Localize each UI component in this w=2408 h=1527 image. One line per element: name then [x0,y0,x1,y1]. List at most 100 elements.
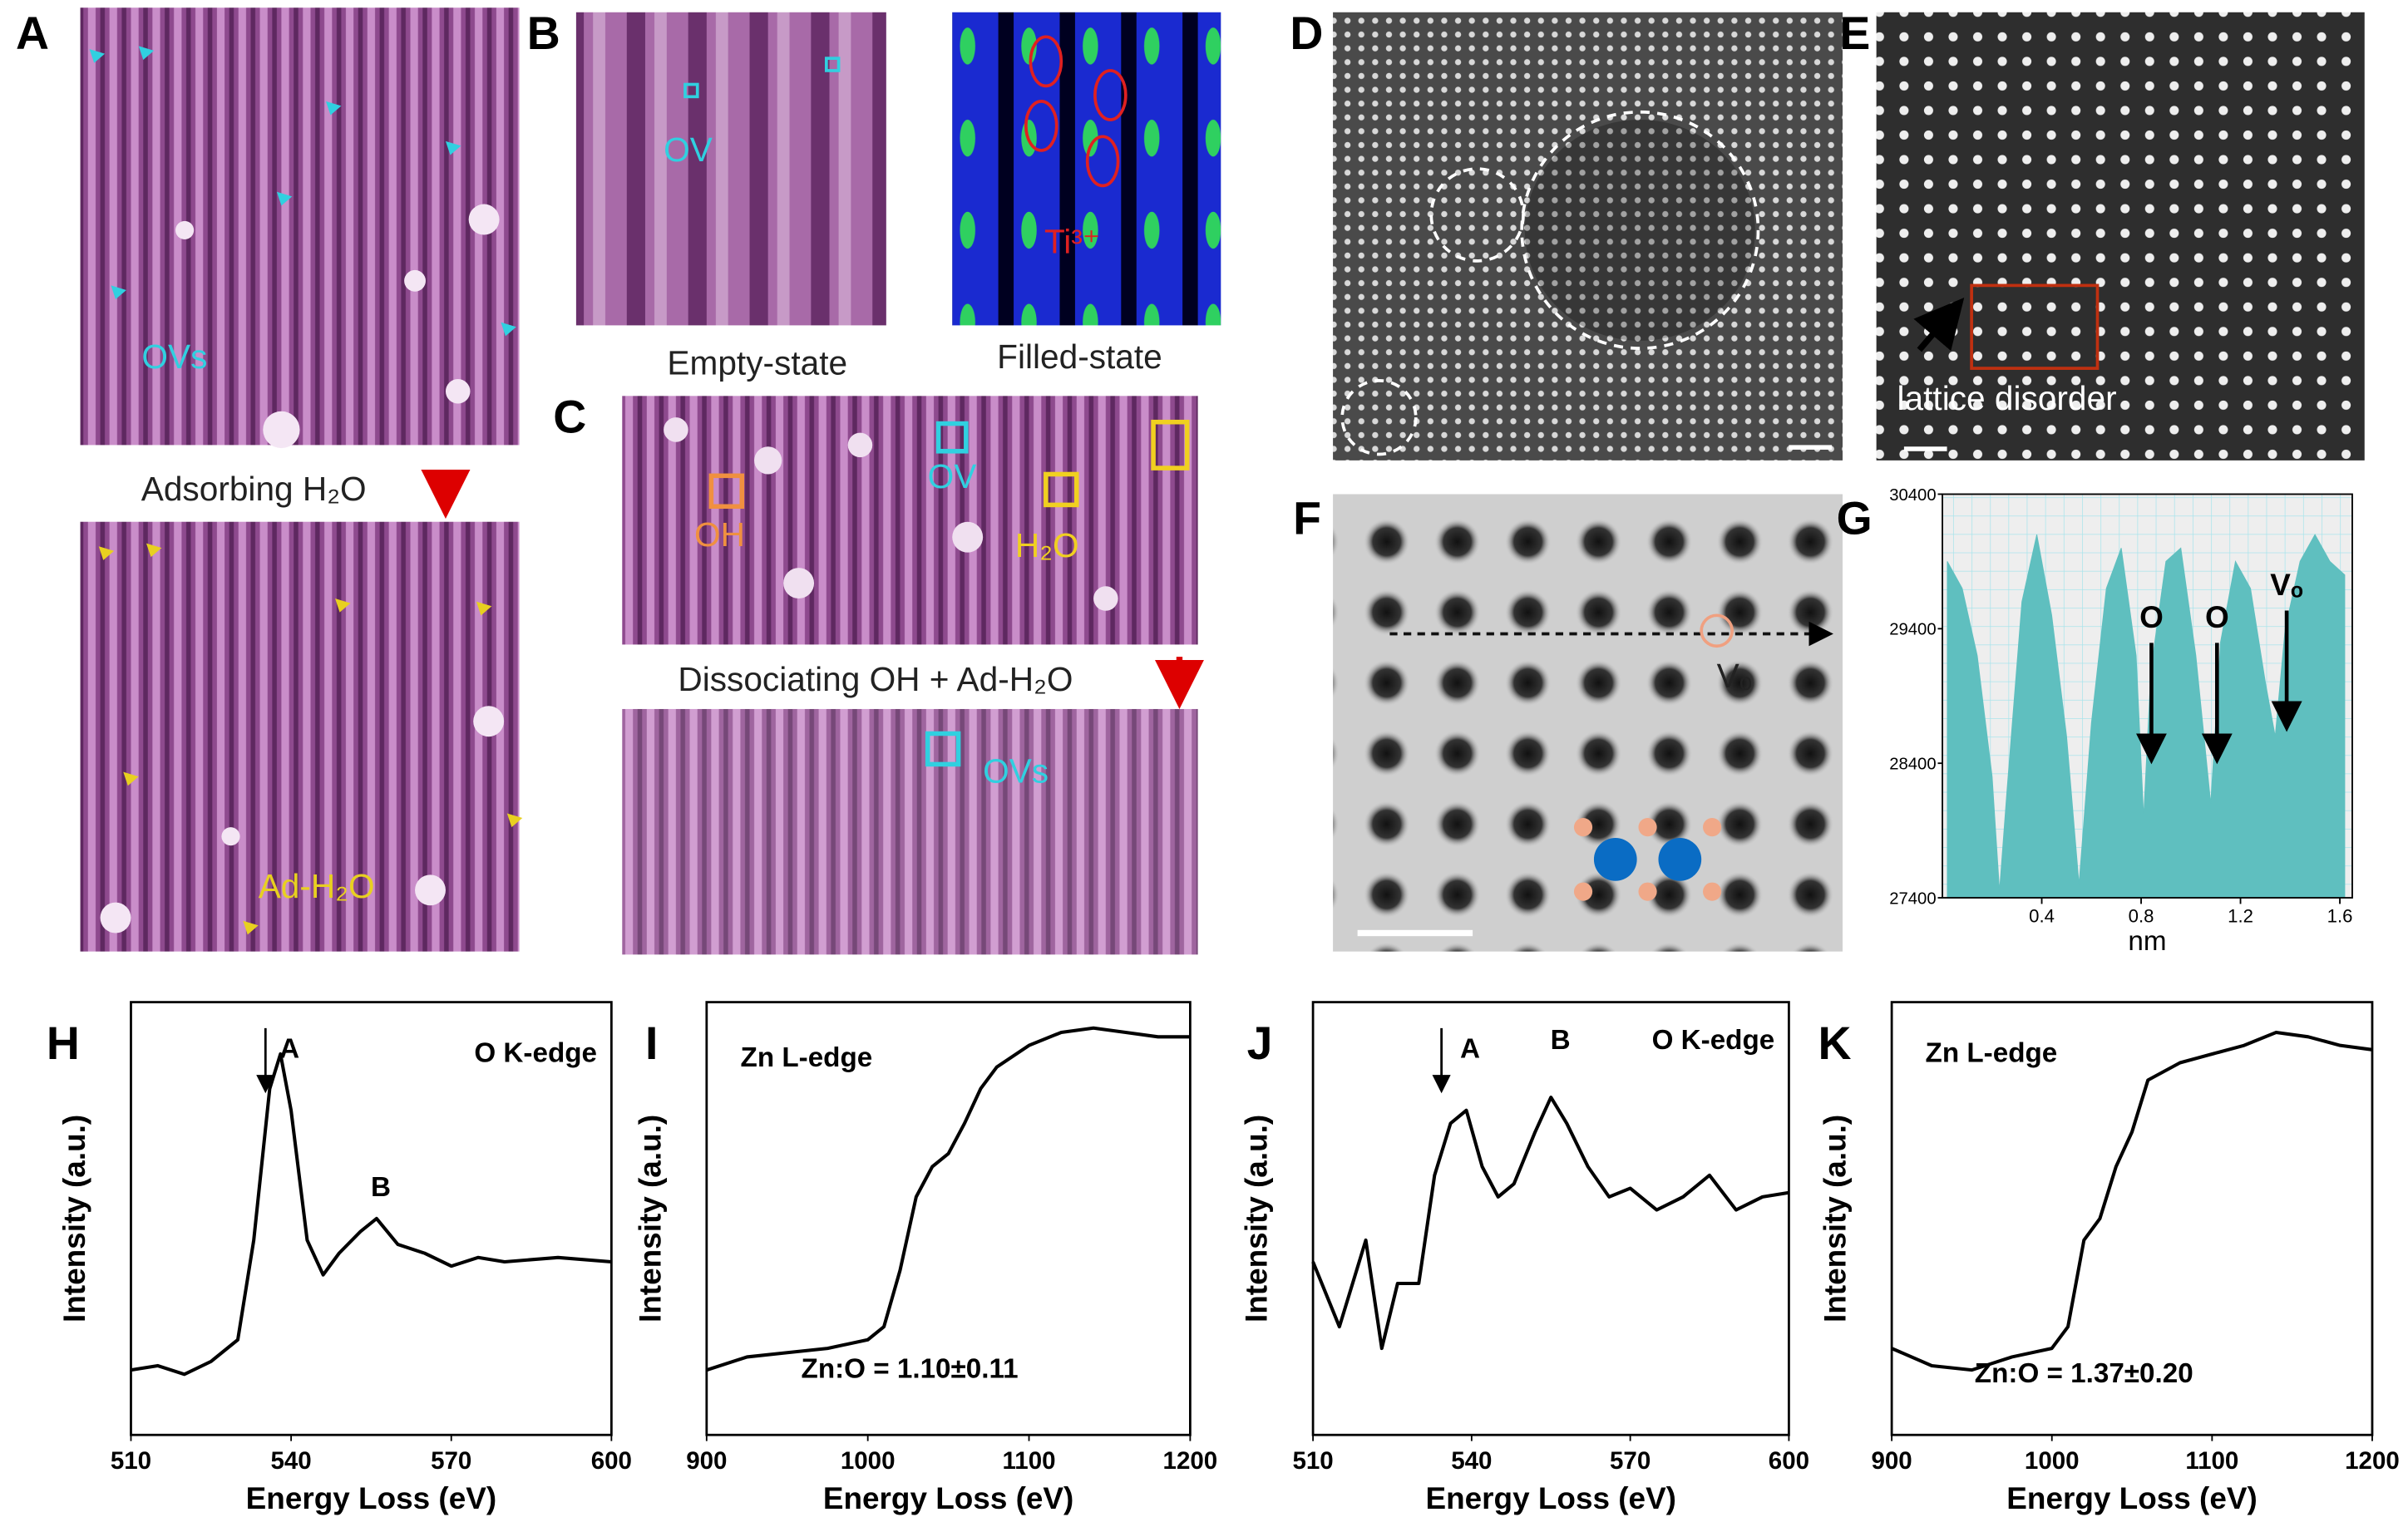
plot-frame [1942,493,2353,899]
annotation: Vₒ [1717,657,1752,695]
arrow [1913,298,1965,352]
annotation: Ti³⁺ [1044,223,1100,261]
annotation: O [2139,600,2164,634]
panel-label: E [1839,7,1870,59]
annotation: OV [664,131,713,169]
plot-frame [1311,1001,1790,1436]
x-tick-label: 0.4 [2029,906,2055,927]
x-tick-label: 510 [1292,1447,1333,1475]
h2o-box [1044,471,1079,508]
plot-frame [705,1001,1192,1436]
panel-label: G [1837,492,1873,544]
h2o-markers [98,543,523,935]
annotation: Zn L-edge [1926,1038,2058,1069]
stm-image [622,708,1198,955]
annotation: O K-edge [1652,1025,1775,1056]
stm-image [80,7,520,446]
x-tick-label: 900 [1871,1447,1912,1475]
x-tick-label: 1.2 [2228,906,2253,927]
atom-model [1573,818,1722,901]
x-tick-label: 540 [1451,1447,1492,1475]
x-axis-label: Energy Loss (eV) [2006,1481,2258,1515]
y-axis-label: Intensity (a.u.) [633,1115,667,1323]
annotation: B [371,1172,391,1203]
annotation: OH [694,515,745,554]
annotation: A [1460,1033,1480,1064]
y-tick-label: 30400 [1889,486,1936,505]
stm-image [80,521,520,952]
y-axis-label: Intensity (a.u.) [1240,1115,1274,1323]
x-axis-label: nm [2128,926,2166,957]
x-tick-label: 1100 [1003,1447,1056,1475]
oh-box [708,473,745,510]
y-tick-label: 28400 [1889,756,1936,774]
annotation: OVs [141,337,207,376]
scale-bar [1357,929,1473,937]
annotation: Zn L-edge [741,1042,873,1073]
highlight-circles [1340,110,1760,456]
plot-frame [130,1001,613,1436]
annotation: B [1551,1025,1571,1056]
x-axis-label: Energy Loss (eV) [1425,1481,1676,1515]
stm-image [575,12,886,326]
annotation: Zn:O = 1.37±0.20 [1975,1358,2193,1389]
annotation: OV [928,457,977,495]
dark-region [1524,120,1755,341]
adsorbates [100,706,505,933]
x-tick-label: 1100 [2185,1447,2238,1475]
x-tick-label: 570 [1610,1447,1651,1475]
panel-label: D [1290,7,1323,59]
plot-frame [1890,1001,2374,1436]
panel-label: J [1247,1017,1273,1069]
annotation: A [279,1033,299,1064]
annotation: lattice disorder [1897,379,2117,417]
x-tick-label: 600 [1769,1447,1809,1475]
panel-label: H [47,1017,80,1069]
annotation: O [2205,600,2229,634]
disorder-box [1970,283,2100,370]
caption: Filled-state [997,337,1162,376]
y-axis-label: Intensity (a.u.) [1818,1115,1853,1323]
x-tick-label: 1200 [1163,1447,1218,1475]
spectrum-line [706,1026,1191,1372]
x-tick-label: 900 [686,1447,727,1475]
x-tick-label: 1200 [2345,1447,2400,1475]
ov-box [824,57,841,72]
ov-box [935,421,969,454]
y-tick-label: 29400 [1889,621,1936,639]
scale-bar [1903,446,1947,451]
ov-box [683,82,699,99]
x-tick-label: 570 [431,1447,471,1475]
area [1947,534,2346,899]
annotation: Vₒ [2270,568,2303,602]
panel-label: B [527,7,560,59]
panel-label: K [1818,1017,1851,1069]
tem-image [1876,12,2365,461]
annotation: O K-edge [474,1038,597,1069]
annotation: Dissociating OH + Ad-H₂O [678,660,1073,698]
x-tick-label: 1000 [841,1447,896,1475]
ti-markers [1024,35,1128,188]
annotation: Ad-H₂O [259,867,375,905]
adsorbates [664,417,1118,611]
x-tick-label: 510 [111,1447,151,1475]
y-axis-label: Intensity (a.u.) [57,1115,91,1323]
h2o-box [1151,419,1190,470]
panel-label: I [645,1017,658,1069]
scale-bar [1789,445,1833,450]
x-tick-label: 1.6 [2327,906,2353,927]
spectrum-line [1311,1096,1789,1351]
adsorbates [175,204,500,449]
x-tick-label: 600 [591,1447,632,1475]
x-tick-label: 1000 [2025,1447,2080,1475]
tem-image [1333,494,1843,952]
spectrum-line [1891,1030,2373,1372]
vacancy-marker [1700,613,1734,648]
caption: Empty-state [667,343,847,382]
annotation: Adsorbing H₂O [141,470,367,508]
annotation: Zn:O = 1.10±0.11 [802,1354,1019,1385]
x-axis-label: Energy Loss (eV) [823,1481,1074,1515]
panel-label: C [553,392,586,443]
